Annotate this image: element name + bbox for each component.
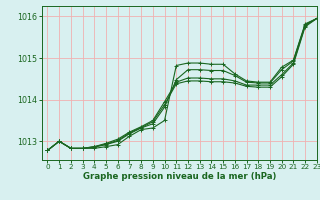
X-axis label: Graphe pression niveau de la mer (hPa): Graphe pression niveau de la mer (hPa) — [83, 172, 276, 181]
